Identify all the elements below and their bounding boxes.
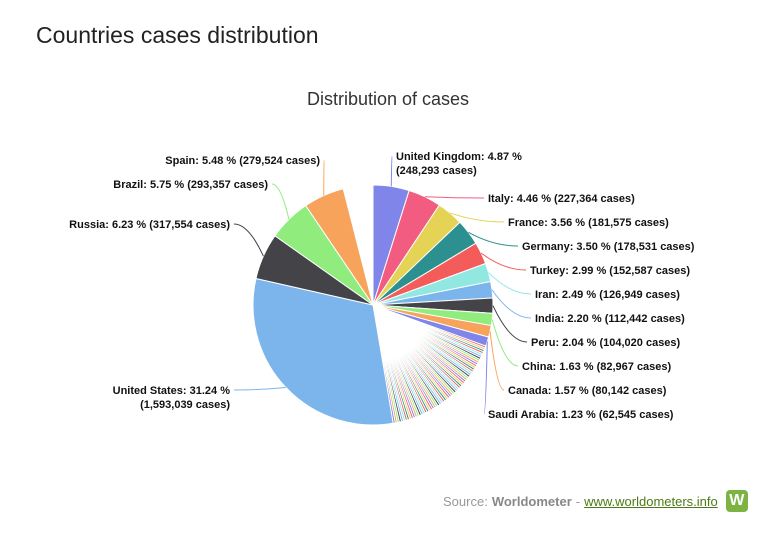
label-germany: Germany: 3.50 % (178,531 cases) bbox=[522, 241, 695, 253]
connector-russia bbox=[233, 223, 264, 257]
connector-france bbox=[449, 212, 505, 223]
label-canada: Canada: 1.57 % (80,142 cases) bbox=[508, 385, 667, 397]
label-spain: Spain: 5.48 % (279,524 cases) bbox=[165, 155, 320, 167]
label-iran: Iran: 2.49 % (126,949 cases) bbox=[535, 289, 680, 301]
slice-saudi-arabia[interactable] bbox=[372, 304, 490, 347]
connector-peru bbox=[492, 305, 528, 343]
label-brazil: Brazil: 5.75 % (293,357 cases) bbox=[113, 179, 268, 191]
connector-united-kingdom bbox=[390, 155, 393, 187]
connector-italy bbox=[424, 196, 485, 199]
connector-turkey bbox=[480, 252, 527, 271]
connector-iran bbox=[488, 272, 532, 295]
slice-united-states[interactable] bbox=[252, 277, 394, 426]
label-turkey: Turkey: 2.99 % (152,587 cases) bbox=[530, 265, 690, 277]
connector-canada bbox=[489, 331, 505, 391]
connector-brazil bbox=[271, 183, 290, 220]
label-united-kingdom: United Kingdom: 4.87 % (248,293 cases) bbox=[396, 151, 522, 177]
worldometer-logo-icon: W bbox=[725, 490, 748, 512]
source-brand: Worldometer bbox=[491, 493, 572, 509]
connector-india bbox=[491, 289, 532, 319]
connector-saudi-arabia bbox=[483, 341, 488, 415]
slice-labels: United States: 31.24 % (1,593,039 cases) R… bbox=[69, 151, 695, 421]
label-peru: Peru: 2.04 % (104,020 cases) bbox=[531, 337, 681, 349]
pie-slices bbox=[252, 184, 494, 426]
connector-united-states bbox=[233, 387, 286, 391]
label-connectors bbox=[233, 155, 532, 415]
source-prefix: Source: bbox=[443, 493, 488, 509]
source-link[interactable]: www.worldometers.info bbox=[584, 493, 718, 509]
source-separator: - bbox=[575, 493, 581, 509]
source-attribution: Source: Worldometer - www.worldometers.i… bbox=[443, 490, 748, 512]
label-russia: Russia: 6.23 % (317,554 cases) bbox=[69, 219, 230, 231]
label-united-states: United States: 31.24 % (1,593,039 cases) bbox=[113, 385, 231, 411]
connector-china bbox=[491, 319, 519, 367]
label-italy: Italy: 4.46 % (227,364 cases) bbox=[488, 193, 635, 205]
chart-title: Distribution of cases bbox=[307, 89, 469, 109]
slice-spain[interactable] bbox=[305, 188, 374, 306]
label-india: India: 2.20 % (112,442 cases) bbox=[535, 313, 685, 325]
label-saudi-arabia: Saudi Arabia: 1.23 % (62,545 cases) bbox=[488, 409, 674, 421]
label-china: China: 1.63 % (82,967 cases) bbox=[522, 361, 672, 373]
label-france: France: 3.56 % (181,575 cases) bbox=[508, 217, 669, 229]
connector-germany bbox=[468, 231, 519, 247]
page-title: Countries cases distribution bbox=[36, 22, 319, 48]
